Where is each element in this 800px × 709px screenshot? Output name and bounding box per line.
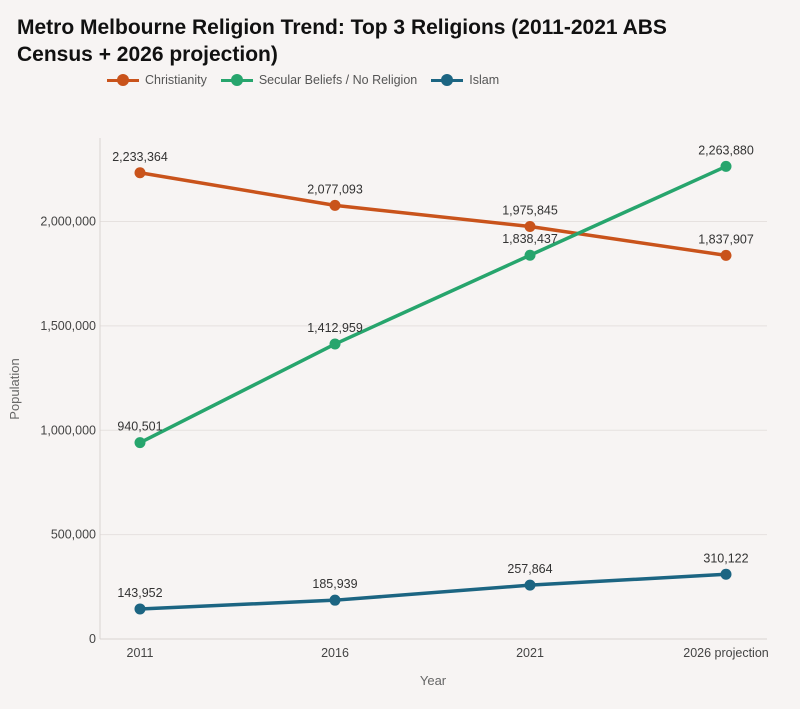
legend-label-secular: Secular Beliefs / No Religion xyxy=(258,73,418,87)
y-tick-label: 0 xyxy=(89,632,96,646)
data-label: 185,939 xyxy=(312,577,357,591)
data-point[interactable] xyxy=(720,249,732,261)
data-label: 143,952 xyxy=(117,586,162,600)
legend-item-secular[interactable]: Secular Beliefs / No Religion xyxy=(220,73,418,87)
y-tick-label: 1,000,000 xyxy=(40,423,96,437)
x-tick-label: 2016 xyxy=(321,646,349,660)
data-labels: 2,233,364 2,077,093 1,975,845 1,837,907 940,… xyxy=(112,143,754,600)
x-tick-label: 2021 xyxy=(516,646,544,660)
data-label: 310,122 xyxy=(703,551,748,565)
series-line xyxy=(139,171,727,258)
series-line xyxy=(139,164,727,445)
legend-swatch-secular xyxy=(220,74,253,86)
y-tick-label: 2,000,000 xyxy=(40,215,96,229)
data-point[interactable] xyxy=(524,249,536,261)
data-label: 1,837,907 xyxy=(698,232,754,246)
legend-item-christianity[interactable]: Christianity xyxy=(107,73,207,87)
legend-item-islam[interactable]: Islam xyxy=(431,73,499,87)
chart-title: Metro Melbourne Religion Trend: Top 3 Re… xyxy=(17,16,667,66)
y-tick-label: 500,000 xyxy=(51,528,96,542)
data-label: 2,077,093 xyxy=(307,182,363,196)
data-point[interactable] xyxy=(134,167,146,179)
data-point[interactable] xyxy=(524,579,536,591)
data-point[interactable] xyxy=(720,568,732,580)
y-axis-title: Population xyxy=(7,358,22,419)
data-label: 1,412,959 xyxy=(307,321,363,335)
data-point[interactable] xyxy=(329,199,341,211)
data-point[interactable] xyxy=(720,160,732,172)
data-point[interactable] xyxy=(329,594,341,606)
legend-swatch-christianity xyxy=(107,74,139,86)
data-point[interactable] xyxy=(134,603,146,615)
legend-label-christianity: Christianity xyxy=(145,73,207,87)
x-tick-label: 2011 xyxy=(127,646,154,660)
data-label: 2,263,880 xyxy=(698,143,754,157)
x-axis-title: Year xyxy=(420,673,447,688)
y-tick-label: 1,500,000 xyxy=(40,319,96,333)
legend-swatch-islam xyxy=(431,74,464,86)
data-label: 940,501 xyxy=(117,420,162,434)
data-point[interactable] xyxy=(134,437,146,449)
series-group xyxy=(134,160,732,615)
x-tick-label: 2026 projection xyxy=(683,646,769,660)
x-axis-ticks: 2011 2016 2021 2026 projection xyxy=(127,646,769,660)
data-label: 257,864 xyxy=(507,562,552,576)
data-label: 1,975,845 xyxy=(502,204,558,218)
chart-legend: Christianity Secular Beliefs / No Religi… xyxy=(107,73,499,87)
data-point[interactable] xyxy=(329,338,341,350)
y-axis-ticks: 0 500,000 1,000,000 1,500,000 2,000,000 xyxy=(40,215,96,647)
legend-label-islam: Islam xyxy=(469,73,500,87)
data-label: 1,838,437 xyxy=(502,232,558,246)
data-point[interactable] xyxy=(524,221,536,233)
data-label: 2,233,364 xyxy=(112,150,168,164)
series-line xyxy=(139,572,727,611)
grid-lines xyxy=(100,221,767,536)
